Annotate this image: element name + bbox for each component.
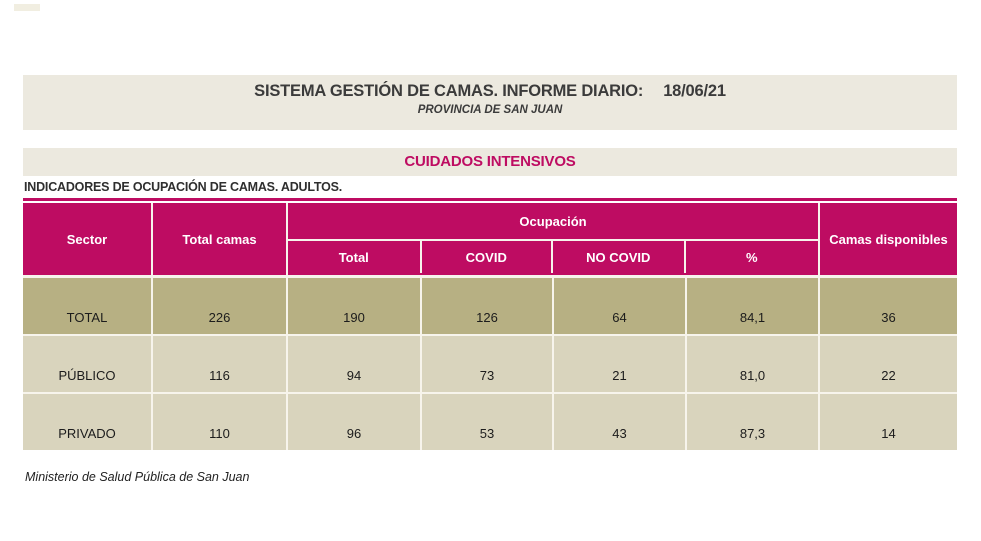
report-title: SISTEMA GESTIÓN DE CAMAS. INFORME DIARIO… [254, 82, 644, 100]
header-covid: COVID [422, 241, 553, 273]
header-ocupacion-subrow: Total COVID NO COVID % [288, 241, 818, 273]
cell-ocupacion-total: 190 [288, 278, 422, 334]
report-title-band: SISTEMA GESTIÓN DE CAMAS. INFORME DIARIO… [23, 75, 957, 130]
table-top-rule [23, 198, 957, 201]
cell-sector: PÚBLICO [23, 336, 153, 392]
cell-ocupacion-total: 96 [288, 394, 422, 450]
report-date: 18/06/21 [663, 82, 726, 100]
cell-disponibles: 36 [881, 310, 896, 325]
table-row-total: TOTAL 226 190 126 64 84,1 36 [23, 278, 957, 336]
table-caption: INDICADORES DE OCUPACIÓN DE CAMAS. ADULT… [24, 180, 343, 194]
header-ocupacion-total: Total [288, 241, 422, 273]
cell-covid: 53 [422, 394, 554, 450]
cell-disponibles: 14 [881, 426, 896, 441]
source-note: Ministerio de Salud Pública de San Juan [25, 470, 250, 484]
cell-no-covid: 64 [554, 278, 687, 334]
header-ocupacion: Ocupación [288, 203, 818, 241]
cell-percent: 84,1 [687, 278, 820, 334]
cell-no-covid: 43 [554, 394, 687, 450]
cell-total-camas: 110 [153, 394, 288, 450]
cell-no-covid: 21 [554, 336, 687, 392]
cell-percent: 81,0 [687, 336, 820, 392]
cell-covid: 126 [422, 278, 554, 334]
report-title-line: SISTEMA GESTIÓN DE CAMAS. INFORME DIARIO… [23, 75, 957, 101]
table-header: Sector Total camas Ocupación Total COVID… [23, 203, 957, 278]
cell-covid: 73 [422, 336, 554, 392]
header-ocupacion-group: Ocupación Total COVID NO COVID % [288, 203, 820, 275]
cell-disponibles: 22 [881, 368, 896, 383]
table-row-privado: PRIVADO 110 96 53 43 87,3 14 [23, 394, 957, 450]
table-row-publico: PÚBLICO 116 94 73 21 81,0 22 [23, 336, 957, 394]
page-corner-mark [14, 4, 40, 11]
header-sector: Sector [23, 203, 153, 275]
cell-sector: PRIVADO [23, 394, 153, 450]
header-percent: % [745, 249, 758, 265]
cell-sector: TOTAL [23, 278, 153, 334]
cell-percent: 87,3 [687, 394, 820, 450]
report-subtitle: PROVINCIA DE SAN JUAN [417, 104, 563, 116]
section-title: CUIDADOS INTENSIVOS [23, 148, 957, 176]
cell-ocupacion-total: 94 [288, 336, 422, 392]
header-no-covid: NO COVID [553, 241, 686, 273]
header-camas-disponibles: Camas disponibles [829, 231, 948, 247]
header-total-camas: Total camas [153, 203, 288, 275]
cell-total-camas: 116 [153, 336, 288, 392]
beds-occupancy-table: Sector Total camas Ocupación Total COVID… [23, 198, 957, 450]
cell-total-camas: 226 [153, 278, 288, 334]
